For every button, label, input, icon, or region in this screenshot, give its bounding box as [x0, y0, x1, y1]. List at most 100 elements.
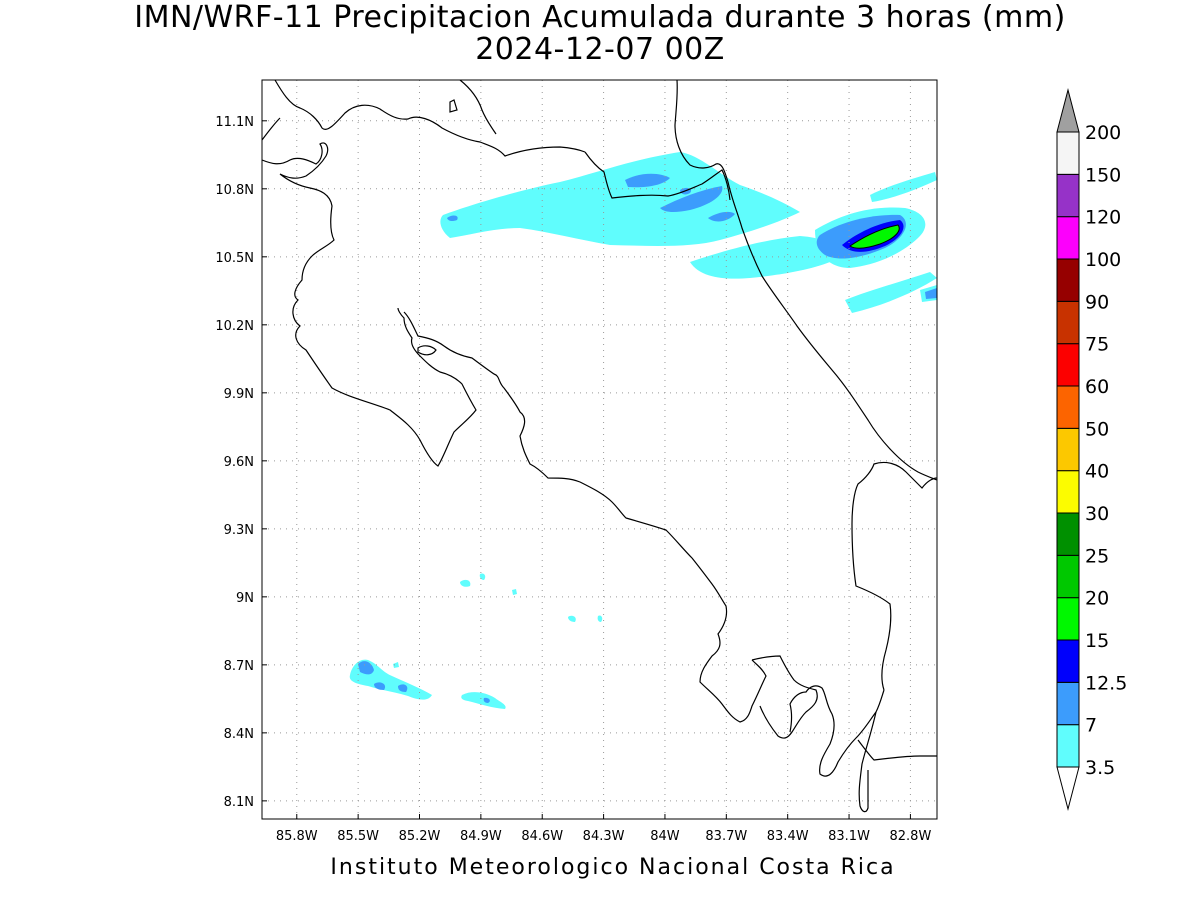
- legend-level-label: 75: [1085, 334, 1109, 356]
- legend-level-label: 200: [1085, 122, 1121, 144]
- san-juan-river-border: [584, 151, 731, 201]
- precip-cyan-area: [845, 272, 937, 313]
- precip-cyan-area: [870, 172, 937, 202]
- precip-green-area: [849, 224, 900, 249]
- legend-color-box: [1056, 512, 1080, 556]
- precip-cyan-area: [460, 579, 471, 587]
- panama-border: [851, 461, 938, 691]
- x-tick-label: 83.4W: [767, 829, 809, 844]
- footer-credit: Instituto Meteorologico Nacional Costa R…: [330, 855, 896, 880]
- precip-blue-area: [398, 684, 408, 692]
- y-tick-label: 8.4N: [224, 727, 254, 742]
- legend-level-label: 90: [1085, 291, 1109, 313]
- x-tick-label: 84.3W: [583, 829, 625, 844]
- precip-cyan-area: [461, 692, 506, 709]
- nicaragua-west-coast: [261, 117, 281, 141]
- y-tick-label: 9.3N: [224, 523, 254, 538]
- x-tick-label: 84W: [650, 829, 680, 844]
- golfo-dulce: [789, 685, 885, 777]
- coastline-layer: [261, 79, 938, 813]
- legend-max-arrow: [1056, 88, 1080, 133]
- x-tick-label: 84.9W: [460, 829, 502, 844]
- legend-level-label: 120: [1085, 207, 1121, 229]
- legend-color-box: [1056, 385, 1080, 429]
- y-tick-label: 9N: [236, 591, 254, 606]
- y-tick-label: 8.1N: [224, 795, 254, 810]
- x-tick-label: 85.2W: [399, 829, 441, 844]
- legend-min-arrow: [1056, 766, 1080, 811]
- x-tick-label: 85.5W: [337, 829, 379, 844]
- y-tick-label: 10.8N: [215, 183, 254, 198]
- precip-cyan-area: [597, 615, 603, 622]
- legend-color-box: [1056, 300, 1080, 345]
- y-tick-label: 11.1N: [215, 115, 254, 130]
- precip-blue-area: [447, 215, 458, 222]
- burica-peninsula: [858, 711, 877, 813]
- legend-color-box: [1056, 554, 1080, 599]
- precip-cyan-area: [690, 236, 836, 279]
- precip-cyan-area: [512, 589, 517, 595]
- map-datetime: 2024-12-07 00Z: [475, 32, 725, 67]
- legend-color-box: [1056, 724, 1080, 768]
- longitude-tick-labels: 85.8W 85.5W 85.2W 84.9W 84.6W 84.3W 84W 83.7W 83…: [276, 829, 932, 844]
- precip-cyan-area: [393, 662, 399, 668]
- map-title: IMN/WRF-11 Precipitacion Acumulada duran…: [134, 0, 1066, 35]
- legend-level-label: 60: [1085, 376, 1109, 398]
- y-tick-label: 9.6N: [224, 455, 254, 470]
- nicaragua-lake-shore: [459, 79, 497, 135]
- legend-level-label: 30: [1085, 503, 1109, 525]
- y-tick-label: 10.5N: [215, 251, 254, 266]
- nicaragua-south-coast: [274, 79, 586, 157]
- precip-blue-area: [483, 697, 490, 703]
- legend-color-box: [1056, 258, 1080, 302]
- precip-cyan-area: [479, 573, 486, 580]
- northern-coast: [674, 79, 938, 481]
- precip-blue-area: [660, 186, 723, 213]
- legend-level-label: 7: [1085, 715, 1097, 737]
- pacific-coast-nicoya: [261, 142, 477, 467]
- legend-color-box: [1056, 343, 1080, 387]
- legend-color-box: [1056, 597, 1080, 641]
- legend-level-label: 20: [1085, 588, 1109, 610]
- y-tick-label: 10.2N: [215, 319, 254, 334]
- legend-color-box: [1056, 427, 1080, 472]
- map-frame: [261, 79, 938, 820]
- legend-color-box: [1056, 173, 1080, 218]
- y-tick-label: 8.7N: [224, 659, 254, 674]
- gulf-nicoya-east: [403, 311, 767, 723]
- legend-color-box: [1056, 470, 1080, 514]
- precip-blue-area: [708, 211, 735, 222]
- colorbar-legend: 3.5 7 12.5 15 20 25 30 40 50 60 75 90 100 120 150 200: [1056, 88, 1127, 811]
- precip-blue-area: [625, 173, 670, 188]
- legend-level-label: 15: [1085, 630, 1109, 652]
- graticule: [262, 80, 937, 819]
- x-tick-label: 84.6W: [521, 829, 563, 844]
- precip-blue-area: [374, 682, 386, 690]
- precip-blue-area: [925, 288, 937, 299]
- precip-cyan-area: [568, 615, 576, 622]
- panama-pacific-coast: [857, 739, 937, 761]
- osa-peninsula: [751, 655, 818, 739]
- x-tick-label: 82.8W: [890, 829, 932, 844]
- chira-island: [417, 345, 437, 356]
- precipitation-layer: [349, 152, 937, 709]
- legend-color-box: [1056, 216, 1080, 260]
- legend-color-box: [1056, 639, 1080, 683]
- legend-color-box: [1056, 681, 1080, 726]
- legend-level-label: 150: [1085, 164, 1121, 186]
- latitude-tick-labels: 8.1N 8.4N 8.7N 9N 9.3N 9.6N 9.9N 10.2N 10.5N 10.8…: [215, 115, 254, 810]
- legend-level-label: 25: [1085, 545, 1109, 567]
- y-tick-label: 9.9N: [224, 387, 254, 402]
- x-tick-label: 85.8W: [276, 829, 318, 844]
- legend-color-box: [1056, 131, 1080, 175]
- ometepe-island: [449, 99, 458, 113]
- precip-cyan-area: [440, 152, 800, 246]
- x-tick-label: 83.1W: [828, 829, 870, 844]
- legend-level-label: 40: [1085, 461, 1109, 483]
- legend-level-label: 12.5: [1085, 672, 1127, 694]
- legend-level-label: 100: [1085, 249, 1121, 271]
- x-tick-label: 83.7W: [705, 829, 747, 844]
- legend-level-label: 3.5: [1085, 757, 1115, 779]
- legend-level-label: 50: [1085, 418, 1109, 440]
